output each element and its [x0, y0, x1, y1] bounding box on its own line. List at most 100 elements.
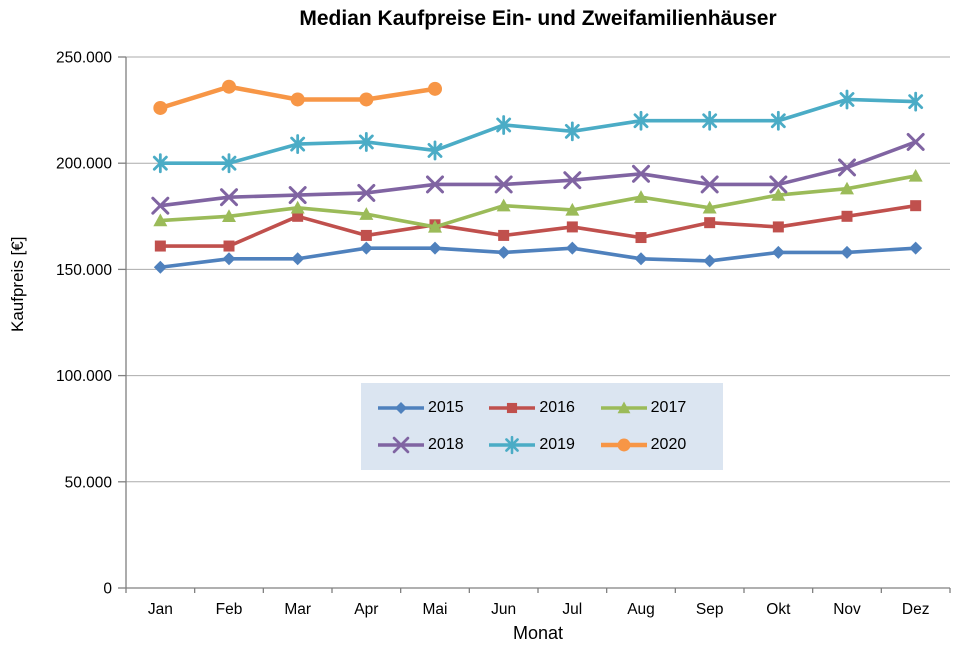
- x-tick-label-Jan: Jan: [148, 601, 173, 618]
- marker-x: [700, 175, 719, 194]
- marker-square: [292, 210, 304, 222]
- marker-asterisk: [496, 115, 512, 135]
- marker-diamond: [359, 241, 373, 255]
- y-tick-label: 150.000: [56, 262, 112, 279]
- marker-asterisk: [908, 91, 924, 112]
- y-axis-title: Kaufpreis [€]: [8, 236, 27, 332]
- marker-triangle: [496, 198, 511, 212]
- series-line-2018: [158, 140, 918, 208]
- marker-triangle: [702, 200, 717, 214]
- series-line-2019: [158, 97, 918, 165]
- marker-triangle: [771, 188, 786, 201]
- marker-square: [841, 210, 853, 222]
- marker-asterisk: [221, 153, 237, 174]
- marker-asterisk: [152, 153, 168, 174]
- series-2015: [153, 241, 923, 274]
- legend-item-2016: 2016: [488, 397, 599, 419]
- marker-x: [769, 175, 788, 194]
- series-2019: [152, 89, 924, 174]
- marker-triangle: [290, 200, 305, 214]
- marker-circle: [153, 100, 168, 115]
- legend-label: 2018: [428, 436, 464, 454]
- legend-swatch-x-icon: [378, 436, 424, 454]
- marker-asterisk: [358, 132, 374, 152]
- x-tick-label-Dez: Dez: [902, 601, 930, 618]
- marker-x: [220, 188, 238, 207]
- marker-square: [772, 221, 784, 233]
- chart-legend: 2015 2016 2017 2018 2019 2020: [361, 383, 723, 470]
- legend-label: 2015: [428, 398, 464, 416]
- marker-circle: [222, 79, 236, 94]
- y-tick-label: 200.000: [56, 156, 112, 173]
- marker-circle: [359, 92, 374, 107]
- marker-diamond: [565, 241, 579, 255]
- legend-swatch-square-icon: [489, 402, 536, 413]
- series-line-2017: [158, 174, 918, 229]
- legend-item-2019: 2019: [488, 434, 599, 456]
- x-tick-label-Apr: Apr: [354, 601, 378, 618]
- x-tick-label-Jul: Jul: [562, 601, 582, 618]
- marker-triangle: [908, 168, 923, 182]
- marker-circle: [428, 81, 442, 96]
- marker-x: [426, 175, 444, 194]
- chart-title: Median Kaufpreise Ein- und Zweifamilienh…: [299, 7, 777, 30]
- marker-diamond: [497, 245, 511, 259]
- x-tick-label-Feb: Feb: [216, 601, 243, 618]
- legend-label: 2017: [650, 398, 687, 416]
- series-2017: [153, 168, 923, 233]
- y-tick-label: 100.000: [56, 368, 112, 385]
- series-2020: [153, 79, 442, 115]
- legend-label: 2016: [539, 398, 575, 416]
- y-tick-label: 250.000: [56, 50, 112, 67]
- marker-x: [151, 196, 170, 215]
- marker-diamond: [634, 252, 648, 266]
- marker-square: [360, 229, 372, 241]
- marker-x: [563, 171, 582, 190]
- x-axis-title: Monat: [512, 623, 564, 643]
- marker-diamond: [395, 401, 407, 414]
- axes: 0 50.000 100.000 150.000 200.000 250.000 Jan Fe…: [56, 50, 951, 618]
- marker-asterisk: [633, 110, 649, 131]
- marker-asterisk: [770, 110, 786, 131]
- marker-triangle: [222, 209, 236, 223]
- x-tick-label-Jun: Jun: [491, 601, 516, 618]
- y-tick-label: 0: [103, 581, 112, 598]
- marker-circle: [617, 438, 631, 452]
- legend-label: 2020: [650, 436, 687, 454]
- marker-square: [223, 240, 235, 252]
- x-tick-label-Sep: Sep: [696, 601, 724, 618]
- legend-label: 2019: [539, 436, 575, 454]
- marker-x: [838, 158, 856, 177]
- marker-square: [566, 221, 578, 233]
- marker-asterisk: [839, 89, 855, 110]
- marker-diamond: [909, 241, 923, 255]
- legend-item-2018: 2018: [377, 434, 488, 456]
- marker-triangle: [428, 219, 442, 233]
- marker-x: [906, 132, 925, 151]
- x-tick-label-Mar: Mar: [284, 601, 311, 618]
- x-tick-label-Mai: Mai: [423, 601, 448, 618]
- series-2016: [154, 200, 922, 252]
- marker-circle: [290, 92, 305, 107]
- x-tick-label-Aug: Aug: [627, 601, 655, 618]
- legend-swatch-circle-icon: [600, 438, 647, 452]
- marker-square: [704, 217, 716, 229]
- marker-diamond: [222, 252, 236, 266]
- marker-triangle: [617, 401, 631, 414]
- marker-diamond: [771, 245, 785, 259]
- legend-swatch-diamond-icon: [378, 401, 424, 414]
- marker-square: [910, 200, 922, 212]
- marker-triangle: [359, 207, 374, 220]
- marker-asterisk: [505, 436, 520, 455]
- legend-swatch-triangle-icon: [600, 401, 647, 414]
- marker-diamond: [291, 252, 305, 266]
- marker-x: [288, 186, 307, 205]
- x-tick-label-Okt: Okt: [766, 601, 791, 618]
- marker-diamond: [840, 245, 854, 259]
- marker-triangle: [153, 213, 168, 227]
- marker-diamond: [703, 254, 717, 268]
- marker-square: [154, 240, 166, 252]
- x-tick-label-Nov: Nov: [833, 601, 861, 618]
- legend-item-2020: 2020: [600, 434, 711, 456]
